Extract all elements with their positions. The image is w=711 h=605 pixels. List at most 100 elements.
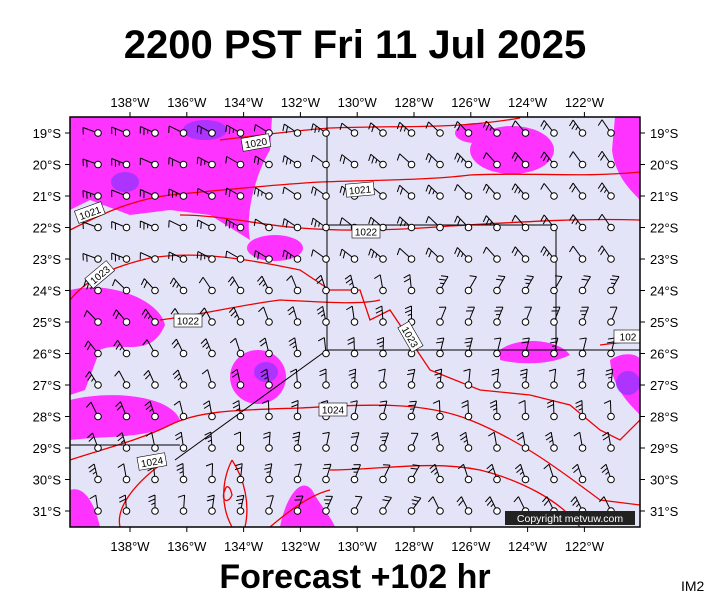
lat-label-right: 24°S: [650, 284, 679, 299]
barb-station: [551, 319, 558, 326]
barb-station: [608, 256, 615, 263]
barb-station: [437, 350, 444, 357]
barb-station: [95, 382, 102, 389]
barb-station: [408, 256, 415, 263]
isobar-label: 1022: [352, 225, 380, 239]
barb-feather: [201, 159, 202, 166]
barb-station: [95, 508, 102, 515]
barb-station: [294, 130, 301, 137]
barb-station: [551, 224, 558, 231]
barb-station: [408, 130, 415, 137]
barb-station: [522, 224, 529, 231]
barb-station: [494, 382, 501, 389]
barb-station: [494, 193, 501, 200]
barb-station: [494, 224, 501, 231]
lat-label-right: 22°S: [650, 221, 679, 236]
barb-station: [266, 445, 273, 452]
lon-label-top: 124°W: [508, 95, 548, 110]
barb-station: [579, 319, 586, 326]
barb-station: [266, 413, 273, 420]
barb-station: [579, 287, 586, 294]
footer: Forecast +102 hr: [219, 558, 490, 596]
barb-station: [380, 256, 387, 263]
barb-station: [152, 256, 159, 263]
barb-station: [294, 287, 301, 294]
barb-station: [152, 445, 159, 452]
barb-feather: [197, 251, 198, 258]
barb-feather: [201, 222, 202, 229]
barb-station: [123, 193, 130, 200]
lat-label-left: 31°S: [33, 504, 62, 519]
barb-station: [380, 224, 387, 231]
barb-station: [494, 287, 501, 294]
barb-station: [380, 476, 387, 483]
barb-station: [608, 413, 615, 420]
barb-station: [608, 445, 615, 452]
lon-label-bottom: 136°W: [167, 539, 207, 554]
barb-station: [180, 161, 187, 168]
barb-station: [180, 382, 187, 389]
barb-station: [522, 382, 529, 389]
barb-station: [551, 287, 558, 294]
barb-station: [209, 350, 216, 357]
barb-station: [323, 130, 330, 137]
barb-station: [579, 350, 586, 357]
barb-station: [323, 445, 330, 452]
barb-station: [266, 476, 273, 483]
barb-feather: [409, 401, 416, 402]
barb-station: [465, 193, 472, 200]
lat-label-left: 25°S: [33, 315, 62, 330]
barb-station: [551, 130, 558, 137]
barb-station: [152, 319, 159, 326]
barb-station: [95, 224, 102, 231]
barb-station: [380, 350, 387, 357]
copyright: Copyright metvuw.com: [517, 513, 623, 525]
lat-label-right: 25°S: [650, 315, 679, 330]
barb-station: [351, 382, 358, 389]
barb-station: [437, 287, 444, 294]
barb-station: [180, 476, 187, 483]
barb-station: [95, 413, 102, 420]
barb-station: [551, 193, 558, 200]
barb-station: [237, 382, 244, 389]
barb-station: [95, 193, 102, 200]
lon-label-bottom: 126°W: [451, 539, 491, 554]
barb-station: [323, 382, 330, 389]
lat-label-right: 21°S: [650, 189, 679, 204]
isobar-label: 1022: [174, 314, 202, 328]
barb-station: [180, 445, 187, 452]
lon-label-top: 132°W: [281, 95, 321, 110]
barb-station: [323, 161, 330, 168]
barb-station: [522, 287, 529, 294]
barb-station: [437, 445, 444, 452]
lat-label-left: 19°S: [33, 126, 62, 141]
barb-station: [494, 508, 501, 515]
lon-label-top: 126°W: [451, 95, 491, 110]
barb-station: [522, 476, 529, 483]
barb-station: [380, 130, 387, 137]
barb-station: [437, 413, 444, 420]
barb-station: [408, 224, 415, 231]
barb-station: [408, 287, 415, 294]
barb-station: [380, 287, 387, 294]
barb-station: [465, 508, 472, 515]
barb-station: [180, 508, 187, 515]
barb-station: [522, 319, 529, 326]
barb-station: [465, 130, 472, 137]
barb-station: [180, 413, 187, 420]
lon-label-top: 130°W: [338, 95, 378, 110]
barb-station: [294, 161, 301, 168]
barb-station: [608, 161, 615, 168]
barb-feather: [552, 346, 556, 347]
barb-feather: [355, 496, 362, 497]
barb-feather: [466, 346, 470, 347]
barb-station: [123, 382, 130, 389]
barb-station: [351, 161, 358, 168]
barb-station: [579, 382, 586, 389]
barb-station: [123, 319, 130, 326]
barb-station: [579, 413, 586, 420]
barb-station: [180, 130, 187, 137]
lon-label-bottom: 132°W: [281, 539, 321, 554]
barb-station: [209, 193, 216, 200]
corner-label: IM2: [681, 578, 705, 594]
